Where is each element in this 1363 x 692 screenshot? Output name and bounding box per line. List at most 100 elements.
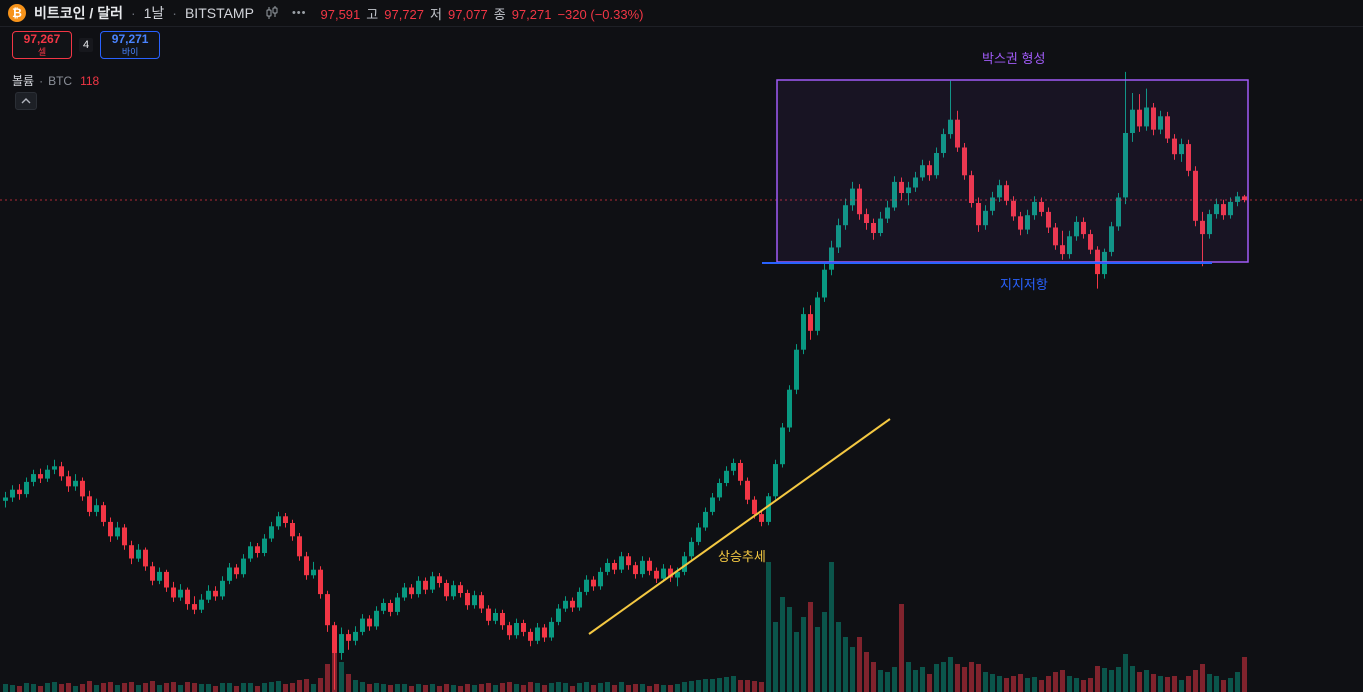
high-label: 고 <box>366 6 379 22</box>
candle-body <box>1011 200 1016 217</box>
volume-bar <box>458 686 463 692</box>
candle-body <box>864 214 869 223</box>
volume-bar <box>1102 668 1107 692</box>
range-box-label[interactable]: 박스권 형성 <box>982 51 1045 66</box>
candle-body <box>780 427 785 465</box>
volume-bar <box>661 685 666 692</box>
volume-bar <box>654 684 659 692</box>
volume-bar <box>850 647 855 692</box>
range-box-drawing[interactable] <box>776 79 1249 263</box>
volume-bar <box>878 670 883 692</box>
volume-bar <box>24 683 29 692</box>
candle-body <box>1242 196 1247 200</box>
volume-bar <box>17 686 22 692</box>
candle-body <box>878 218 883 233</box>
collapse-pane-button[interactable] <box>15 92 37 110</box>
candle-body <box>955 119 960 148</box>
exchange-label[interactable]: BITSTAMP <box>184 5 254 21</box>
candle-body <box>619 556 624 570</box>
volume-bar <box>304 679 309 692</box>
volume-bar <box>150 681 155 692</box>
candle-body <box>1025 215 1030 230</box>
volume-bar <box>920 667 925 692</box>
volume-bar <box>563 683 568 692</box>
candle-body <box>612 563 617 570</box>
candle-body <box>570 600 575 608</box>
volume-bar <box>514 684 519 692</box>
candle-body <box>227 567 232 581</box>
candle-body <box>1109 226 1114 252</box>
candle-body <box>24 481 29 495</box>
trend-line-drawing[interactable] <box>588 418 891 635</box>
candle-body <box>1228 201 1233 216</box>
sell-button[interactable]: 97,267 셀 <box>12 31 72 59</box>
volume-indicator-label[interactable]: 볼륨 <box>12 74 35 88</box>
candle-body <box>906 187 911 194</box>
candlestick-style-icon[interactable] <box>262 3 282 23</box>
volume-bar <box>1088 678 1093 692</box>
candle-body <box>1032 201 1037 216</box>
volume-bar <box>353 680 358 692</box>
candle-body <box>108 521 113 537</box>
volume-bar <box>626 685 631 692</box>
symbol-toolbar: ₿ 비트코인 / 달러 · 1날 · BITSTAMP ••• 97,591 고… <box>0 0 1363 27</box>
volume-bar <box>108 682 113 692</box>
candle-body <box>395 597 400 612</box>
volume-bar <box>171 682 176 692</box>
candle-body <box>829 247 834 270</box>
volume-bar <box>1130 666 1135 692</box>
more-options-button[interactable]: ••• <box>291 7 307 19</box>
volume-bar <box>1060 670 1065 692</box>
candle-body <box>1046 211 1051 228</box>
volume-indicator-legend: 볼륨 · BTC 118 <box>12 72 99 89</box>
volume-bar <box>486 683 491 692</box>
candle-body <box>171 587 176 598</box>
candle-body <box>521 623 526 632</box>
candle-body <box>353 631 358 641</box>
volume-bar <box>969 662 974 692</box>
volume-bar <box>1081 680 1086 692</box>
candle-body <box>773 464 778 497</box>
volume-bar <box>1214 676 1219 692</box>
candle-body <box>927 165 932 176</box>
candle-body <box>983 210 988 226</box>
separator-dot: · <box>39 73 44 88</box>
chevron-up-icon <box>21 98 31 104</box>
candle-body <box>255 546 260 553</box>
volume-bar <box>745 680 750 692</box>
volume-value: 118 <box>80 73 100 88</box>
volume-bar <box>59 684 64 692</box>
low-label: 저 <box>430 6 442 22</box>
volume-bar <box>605 682 610 692</box>
volume-bar <box>1207 674 1212 692</box>
volume-bar <box>45 683 50 692</box>
volume-bar <box>1123 654 1128 692</box>
volume-bar <box>136 685 141 692</box>
candle-body <box>311 569 316 576</box>
trend-line-label[interactable]: 상승추세 <box>718 549 766 564</box>
candle-body <box>3 497 8 501</box>
volume-bar <box>934 664 939 692</box>
candle-body <box>465 593 470 606</box>
candle-body <box>1123 133 1128 198</box>
buy-button[interactable]: 97,271 바이 <box>100 31 161 59</box>
volume-bar <box>311 684 316 692</box>
interval-label[interactable]: 1날 <box>143 5 165 21</box>
candle-body <box>1193 170 1198 221</box>
volume-bar <box>633 684 638 692</box>
support-resistance-label[interactable]: 지지저항 <box>1000 277 1048 292</box>
volume-bar <box>318 678 323 692</box>
symbol-title[interactable]: 비트코인 / 달러 <box>34 5 123 21</box>
volume-bar <box>122 683 127 692</box>
candle-body <box>885 207 890 219</box>
volume-bar <box>479 684 484 692</box>
volume-bar <box>31 684 36 692</box>
volume-bar <box>913 670 918 692</box>
volume-bar <box>1004 678 1009 692</box>
candle-body <box>913 177 918 188</box>
candle-body <box>934 153 939 176</box>
candle-body <box>409 587 414 595</box>
candle-body <box>388 603 393 612</box>
